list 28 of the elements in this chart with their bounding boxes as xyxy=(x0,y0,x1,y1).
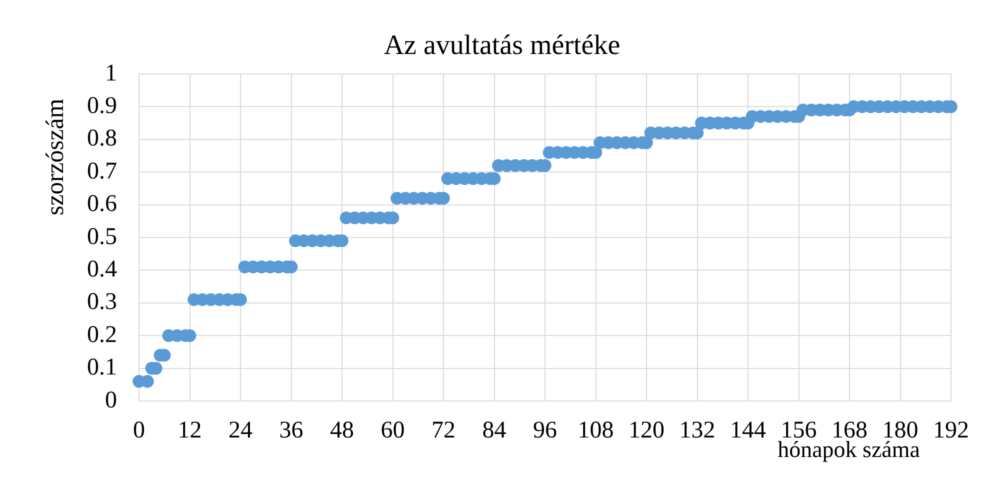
x-tick-label: 24 xyxy=(228,418,252,444)
y-tick-label: 0.6 xyxy=(87,191,117,218)
x-tick-label: 36 xyxy=(279,418,304,444)
x-axis-title: hónapok száma xyxy=(778,437,920,462)
y-tick-label: 1 xyxy=(105,60,117,86)
x-tick-label: 60 xyxy=(380,418,405,444)
y-tick-label: 0.2 xyxy=(87,322,117,348)
x-tick-label: 72 xyxy=(432,418,456,444)
y-tick-label: 0.1 xyxy=(87,354,117,381)
y-tick-label: 0.5 xyxy=(87,224,117,250)
y-tick-label: 0.9 xyxy=(87,92,117,119)
x-tick-label: 0 xyxy=(133,418,145,444)
x-tick-label: 132 xyxy=(679,418,716,444)
y-tick-label: 0.3 xyxy=(87,289,117,316)
x-tick-label: 96 xyxy=(533,418,557,444)
y-axis-title: szorzószám xyxy=(42,98,69,216)
y-tick-label: 0.4 xyxy=(87,256,117,282)
y-tick-label: 0.7 xyxy=(87,158,117,184)
y-tick-label: 0.8 xyxy=(87,126,117,152)
x-tick-label: 192 xyxy=(933,418,969,444)
y-tick-label: 0 xyxy=(105,387,117,414)
x-tick-label: 12 xyxy=(178,418,202,444)
x-tick-label: 144 xyxy=(730,418,766,444)
x-tick-label: 84 xyxy=(482,418,506,444)
x-tick-label: 120 xyxy=(628,418,664,444)
x-tick-label: 108 xyxy=(578,418,614,444)
chart-title: Az avultatás mértéke xyxy=(384,30,620,61)
x-tick-label: 48 xyxy=(330,418,354,444)
